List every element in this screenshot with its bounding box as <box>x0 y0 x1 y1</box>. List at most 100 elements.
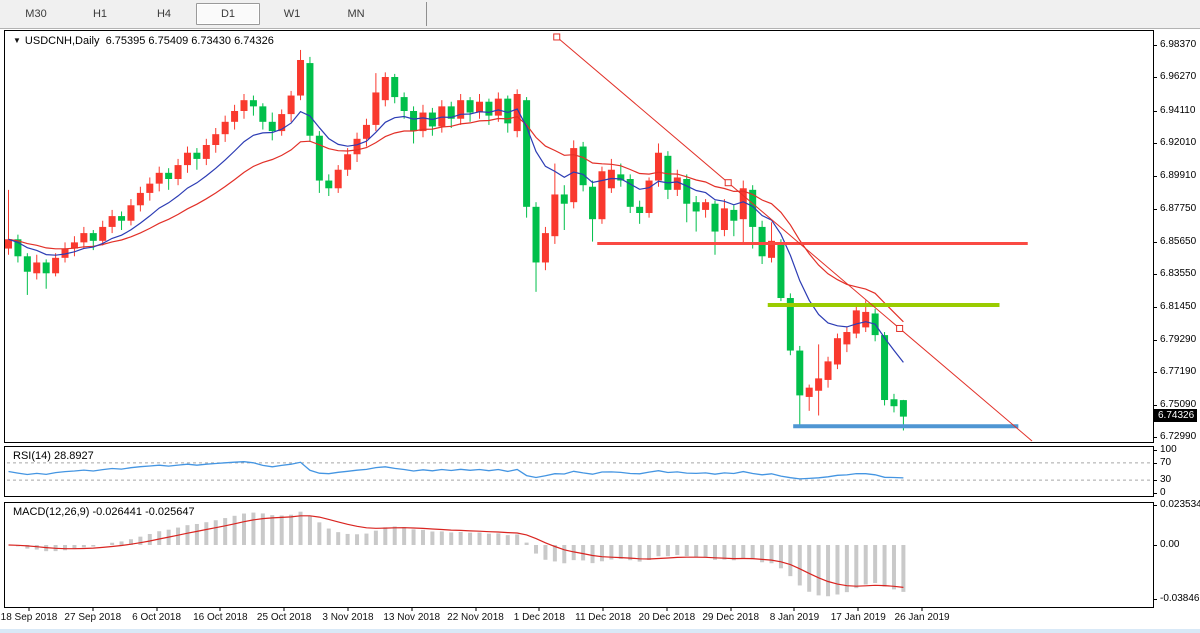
macd-axis-label: 0.00 <box>1160 539 1180 550</box>
axis-tick <box>1153 372 1157 374</box>
candle <box>136 186 144 212</box>
candle <box>494 92 502 122</box>
axis-tick <box>1153 77 1157 79</box>
timeframe-tab-d1[interactable]: D1 <box>196 3 260 25</box>
time-axis-label: 16 Oct 2018 <box>193 612 248 623</box>
candle <box>80 226 88 249</box>
rsi-axis-label: 30 <box>1160 474 1172 486</box>
chart-ohlc-quote: 6.75395 6.75409 6.73430 6.74326 <box>105 35 274 47</box>
time-axis-label: 27 Sep 2018 <box>64 612 122 623</box>
time-axis-label: 18 Sep 2018 <box>0 612 58 623</box>
current-price-tag: 6.74326 <box>1154 408 1198 422</box>
candle <box>626 174 634 214</box>
candle <box>428 107 436 136</box>
candle <box>287 90 295 122</box>
candle <box>589 180 597 242</box>
axis-tick <box>1153 505 1157 506</box>
timeframe-tab-mn[interactable]: MN <box>347 8 365 20</box>
axis-tick <box>1153 143 1157 145</box>
candle <box>212 127 220 153</box>
main-chart-panel[interactable]: ▼ USDCNH,Daily 6.75395 6.75409 6.73430 6.… <box>4 30 1154 443</box>
price-axis-label: 6.98370 <box>1160 39 1197 50</box>
price-axis-label: 6.79290 <box>1160 333 1197 345</box>
axis-tick <box>1153 339 1157 341</box>
candlestick-chart[interactable] <box>5 31 1153 442</box>
axis-tick <box>1153 480 1157 482</box>
ma-slow-line <box>8 116 904 323</box>
time-axis-label: 13 Nov 2018 <box>383 612 441 623</box>
time-axis-label: 8 Jan 2019 <box>769 612 820 623</box>
axis-tick <box>1153 545 1157 546</box>
candle <box>99 220 107 246</box>
candle <box>702 199 710 218</box>
rsi-axis-label: 0 <box>1160 487 1166 498</box>
candle <box>541 226 549 271</box>
time-axis[interactable]: 18 Sep 2018 27 Sep 2018 6 Oct 2018 16 Oct 2… <box>0 608 1200 629</box>
trendline-handle[interactable] <box>896 324 904 332</box>
candle <box>636 200 644 224</box>
candle <box>5 189 12 255</box>
axis-tick <box>1153 493 1157 494</box>
candle <box>391 73 399 104</box>
time-axis-tick <box>92 608 94 611</box>
candle <box>730 205 738 237</box>
time-axis-tick <box>730 608 732 611</box>
trendline-handle[interactable] <box>724 179 732 187</box>
rsi-line <box>8 461 904 480</box>
price-axis-label: 6.83550 <box>1160 268 1197 280</box>
trendline[interactable] <box>556 36 1033 442</box>
time-axis-label: 26 Jan 2019 <box>894 612 950 623</box>
time-axis-tick <box>219 608 221 611</box>
candle <box>400 92 408 119</box>
time-axis-tick <box>857 608 859 611</box>
candle <box>560 185 568 231</box>
candle <box>598 166 606 224</box>
trendline-handle[interactable] <box>553 33 561 41</box>
candle <box>61 242 69 263</box>
price-axis-label: 6.94110 <box>1160 104 1196 116</box>
axis-tick <box>1153 437 1157 439</box>
rsi-panel[interactable]: RSI(14) 28.8927 <box>4 446 1154 497</box>
candle <box>278 109 286 136</box>
time-axis-label: 25 Oct 2018 <box>256 612 312 623</box>
candle <box>240 93 248 119</box>
price-axis-label: 6.81450 <box>1160 300 1197 312</box>
candle <box>268 112 276 141</box>
price-axis-label: 6.89910 <box>1160 169 1197 181</box>
candle <box>334 165 342 193</box>
macd-panel[interactable]: MACD(12,26,9) -0.026441 -0.025647 <box>4 502 1154 608</box>
time-axis-tick <box>602 608 604 611</box>
candle <box>617 163 625 187</box>
rsi-chart[interactable] <box>5 447 1153 496</box>
timeframe-tab-m30[interactable]: M30 <box>25 8 47 20</box>
time-axis-tick <box>28 608 30 611</box>
toolbar-separator <box>426 2 427 26</box>
candle <box>504 95 512 133</box>
symbol-dropdown-icon[interactable]: ▼ <box>13 36 21 45</box>
candle <box>852 303 860 339</box>
candle <box>890 393 898 413</box>
candle <box>155 166 163 192</box>
candle <box>711 200 719 255</box>
timeframe-tab-w1[interactable]: W1 <box>283 8 301 20</box>
candle <box>683 174 691 223</box>
candle <box>570 140 578 209</box>
time-axis-label: 6 Oct 2018 <box>132 612 182 623</box>
candle <box>523 97 531 218</box>
candle <box>165 168 173 190</box>
candle <box>419 104 427 138</box>
axis-tick <box>1153 462 1157 464</box>
candle <box>372 73 380 132</box>
candle <box>645 177 653 218</box>
candle <box>466 97 474 122</box>
candle <box>221 115 229 142</box>
price-axis-label: 6.87750 <box>1160 203 1197 215</box>
candle <box>52 253 60 277</box>
macd-chart[interactable] <box>5 503 1153 607</box>
axis-tick <box>1153 274 1157 276</box>
price-axis-label: 6.92010 <box>1160 137 1197 149</box>
timeframe-tab-h1[interactable]: H1 <box>92 8 108 20</box>
axis-tick <box>1153 209 1157 211</box>
timeframe-tab-h4[interactable]: H4 <box>156 8 172 20</box>
